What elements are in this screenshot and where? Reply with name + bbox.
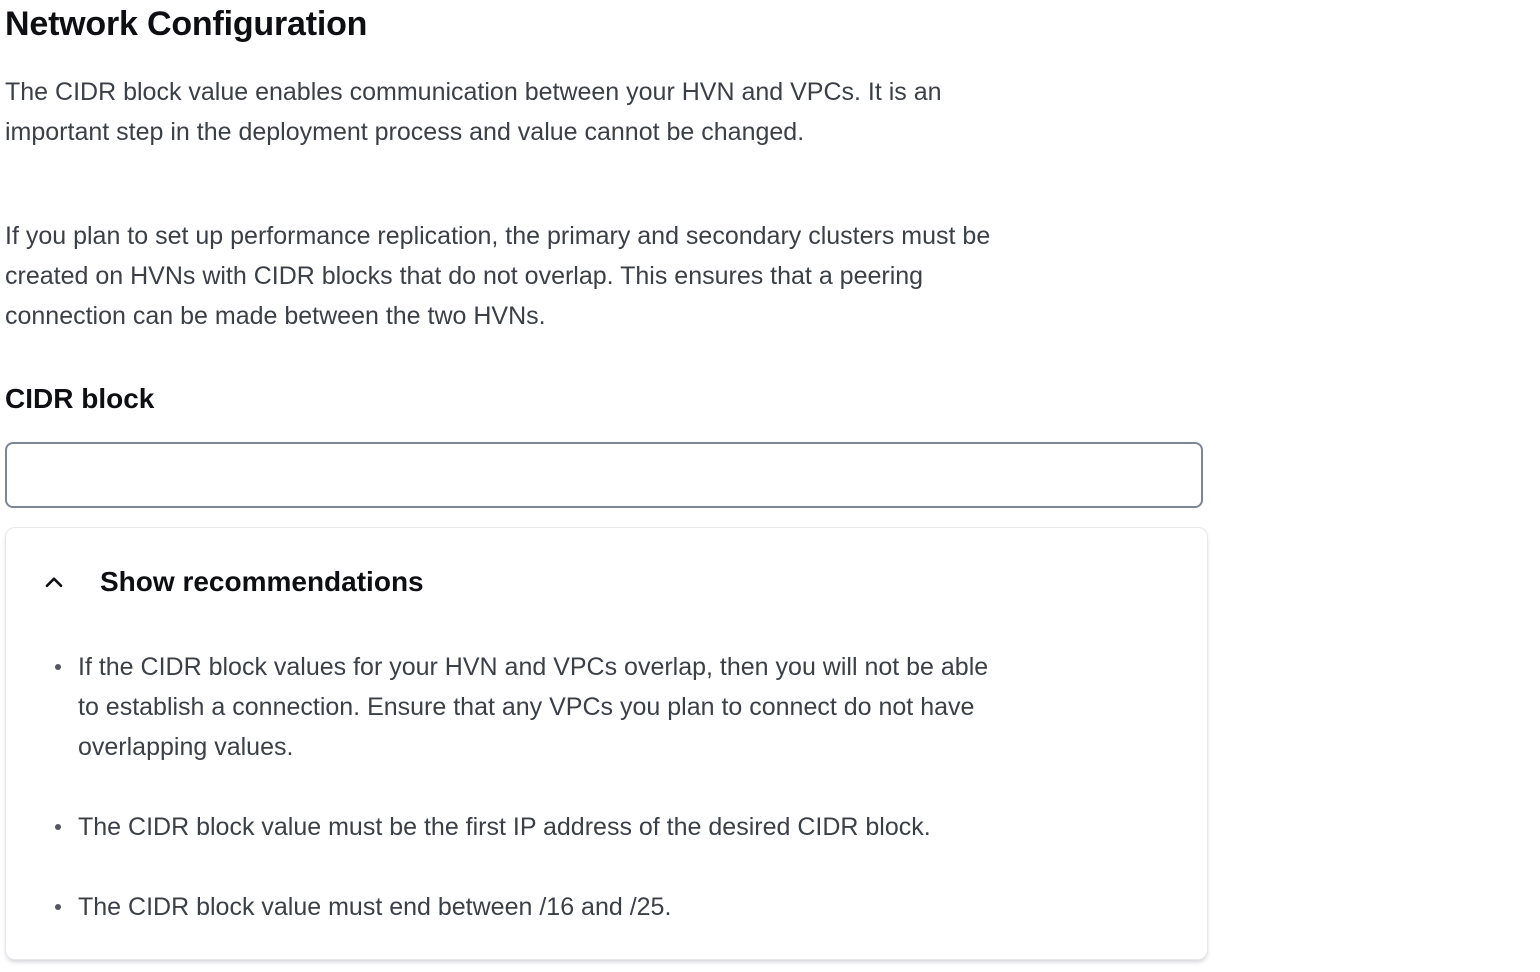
recommendations-card: Show recommendations If the CIDR block v…: [5, 527, 1208, 960]
list-item: The CIDR block value must be the first I…: [41, 807, 1173, 847]
replication-note-text: If you plan to set up performance replic…: [5, 222, 991, 330]
list-item: If the CIDR block values for your HVN an…: [41, 647, 1173, 767]
recommendation-text: If the CIDR block values for your HVN an…: [78, 653, 989, 761]
cidr-block-input[interactable]: [5, 442, 1203, 508]
bullet-icon: [55, 824, 61, 830]
intro-text: The CIDR block value enables communicati…: [5, 78, 942, 146]
list-item: The CIDR block value must end between /1…: [41, 887, 1173, 927]
chevron-up-icon: [41, 569, 67, 595]
recommendation-text: The CIDR block value must end between /1…: [78, 893, 672, 921]
cidr-block-label: CIDR block: [5, 383, 155, 414]
page-title: Network Configuration: [5, 5, 368, 43]
show-recommendations-label: Show recommendations: [100, 566, 424, 597]
recommendation-text: The CIDR block value must be the first I…: [78, 813, 931, 841]
bullet-icon: [55, 904, 61, 910]
bullet-icon: [55, 664, 61, 670]
show-recommendations-toggle[interactable]: Show recommendations: [41, 565, 424, 599]
recommendations-list: If the CIDR block values for your HVN an…: [41, 647, 1173, 927]
